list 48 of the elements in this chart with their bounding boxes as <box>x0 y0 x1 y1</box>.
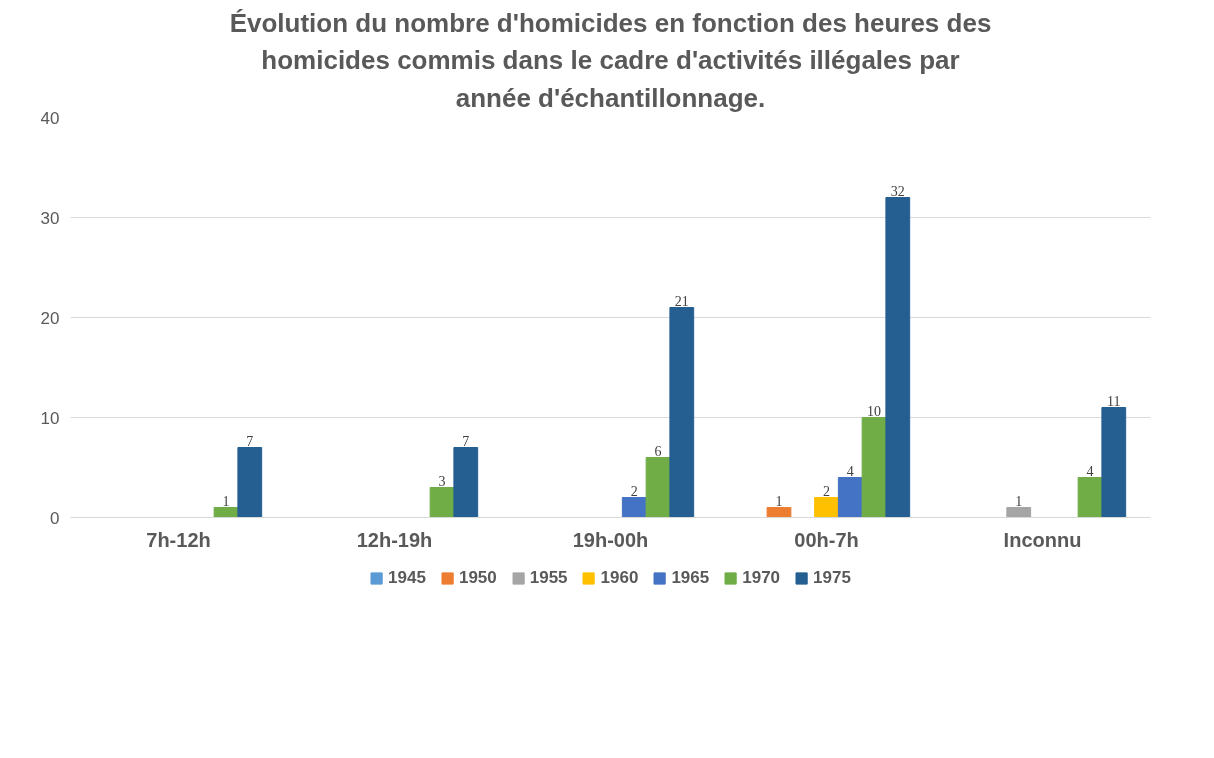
bar <box>621 497 647 518</box>
bar <box>429 487 455 518</box>
y-tick-label: 40 <box>40 108 60 128</box>
bar <box>766 507 792 518</box>
bar <box>453 447 479 518</box>
data-label: 1 <box>775 493 783 509</box>
bar <box>1077 477 1103 518</box>
x-tick-label: 19h-00h <box>572 528 649 551</box>
data-label: 21 <box>674 293 689 309</box>
bar <box>837 477 863 518</box>
x-tick-label: Inconnu <box>1003 528 1082 551</box>
x-tick-label: 12h-19h <box>356 528 433 551</box>
x-tick-label: 7h-12h <box>146 528 211 551</box>
bar <box>1101 407 1127 518</box>
data-label: 10 <box>867 403 882 419</box>
data-label: 1 <box>222 493 230 509</box>
bar <box>213 507 239 518</box>
data-label: 32 <box>890 183 905 199</box>
data-label: 11 <box>1107 393 1121 409</box>
data-label: 7 <box>246 433 254 449</box>
legend-label: 1975 <box>813 568 851 588</box>
y-tick-label: 10 <box>40 408 60 428</box>
bar <box>645 457 671 518</box>
chart-title: Évolution du nombre d'homicides en fonction des heures des homicides commis dans le cadre d'activités illégales par année d'échantillonnage. <box>229 7 992 113</box>
data-label: 2 <box>823 483 830 499</box>
x-tick-label: 00h-7h <box>794 528 859 551</box>
legend-label: 1960 <box>600 568 639 588</box>
bar <box>669 307 695 518</box>
legend-label: 1965 <box>671 568 710 588</box>
data-label: 1 <box>1015 493 1023 509</box>
data-label: 3 <box>438 473 446 489</box>
data-label: 4 <box>846 463 854 479</box>
bar <box>237 447 263 518</box>
bar <box>861 417 887 518</box>
y-tick-label: 20 <box>40 308 60 328</box>
legend-label: 1970 <box>742 568 781 588</box>
legend-label: 1955 <box>529 568 568 588</box>
y-tick-label: 30 <box>40 208 60 228</box>
legend-label: 1950 <box>458 568 497 588</box>
data-label: 7 <box>462 433 470 449</box>
bar <box>814 497 839 518</box>
data-label: 4 <box>1086 463 1094 479</box>
data-label: 6 <box>654 443 662 459</box>
bar <box>1006 507 1032 518</box>
y-tick-label: 0 <box>50 508 60 528</box>
legend-label: 1945 <box>388 568 426 588</box>
bar <box>885 197 911 518</box>
data-label: 2 <box>630 483 638 499</box>
